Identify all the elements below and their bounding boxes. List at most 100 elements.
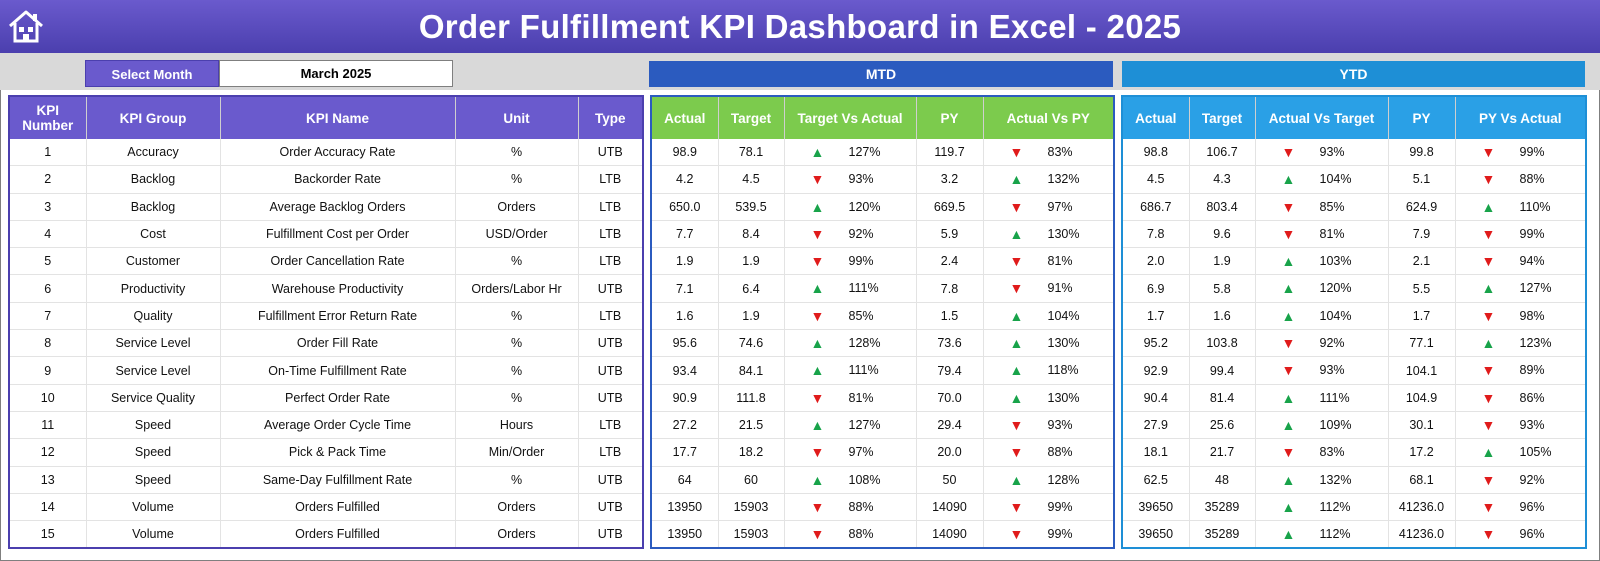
triangle-down-icon: ▼ [1481,416,1496,433]
ytd-col-py: PY [1388,96,1456,139]
ytd-target: 103.8 [1189,329,1256,358]
triangle-up-icon: ▲ [1281,253,1296,270]
ytd-target: 5.8 [1189,274,1256,303]
kpi-number: 2 [9,165,87,194]
kpi-unit: % [455,466,579,494]
mtd-section-header: MTD [649,61,1113,87]
mtd-actual: 13950 [651,520,719,549]
mtd-row: 7.1 6.4 ▲ 111% 7.8 ▼ 91% [651,274,1115,303]
mtd-target-vs-actual: ▲ 111% [784,274,917,303]
triangle-down-icon: ▼ [1009,498,1024,515]
ytd-py: 624.9 [1388,193,1456,221]
kpi-number: 3 [9,193,87,221]
mtd-target: 6.4 [718,274,785,303]
ytd-row: 39650 35289 ▲ 112% 41236.0 ▼ 96% [1122,493,1587,522]
mtd-header-row: Actual Target Target Vs Actual PY Actual Vs … [651,96,1115,139]
ytd-py-vs-actual-value: 110% [1519,199,1551,214]
left-col-type: Type [578,96,644,139]
kpi-unit: % [455,356,579,385]
ytd-py-vs-actual-value: 99% [1519,145,1545,159]
mtd-actual-vs-py: ▼ 83% [983,139,1115,167]
triangle-down-icon: ▼ [1009,253,1024,270]
mtd-actual: 64 [651,466,719,494]
kpi-type: UTB [578,493,644,522]
mtd-row: 90.9 111.8 ▼ 81% 70.0 ▲ 130% [651,384,1115,412]
ytd-py-vs-actual: ▼ 99% [1455,139,1587,167]
ytd-actual: 18.1 [1122,438,1190,467]
mtd-py: 14090 [916,520,984,549]
mtd-actual-vs-py-value: 88% [1047,445,1073,460]
triangle-up-icon: ▲ [1481,335,1496,352]
triangle-up-icon: ▲ [1009,307,1024,324]
ytd-py-vs-actual-value: 99% [1519,226,1545,241]
mtd-py: 14090 [916,493,984,522]
kpi-number: 8 [9,329,87,358]
triangle-up-icon: ▲ [810,471,825,488]
mtd-target-vs-actual-value: 92% [848,226,874,241]
mtd-actual: 27.2 [651,411,719,440]
kpi-number: 9 [9,356,87,385]
mtd-actual: 95.6 [651,329,719,358]
ytd-col-actual-vs-target: Actual Vs Target [1255,96,1389,139]
kpi-type: UTB [578,384,644,412]
ytd-py: 41236.0 [1388,493,1456,522]
ytd-py-vs-actual: ▼ 86% [1455,384,1587,412]
triangle-down-icon: ▼ [1481,144,1496,160]
kpi-name: Perfect Order Rate [220,384,456,412]
triangle-down-icon: ▼ [810,307,825,324]
ytd-actual: 27.9 [1122,411,1190,440]
kpi-group: Customer [86,247,221,276]
ytd-row: 18.1 21.7 ▼ 83% 17.2 ▲ 105% [1122,438,1587,467]
kpi-unit: USD/Order [455,220,579,249]
mtd-actual: 4.2 [651,165,719,194]
ytd-py-vs-actual: ▲ 127% [1455,274,1587,303]
ytd-actual-vs-target-value: 132% [1319,472,1352,487]
triangle-down-icon: ▼ [1481,253,1496,270]
ytd-py: 41236.0 [1388,520,1456,549]
ytd-py: 1.7 [1388,302,1456,331]
triangle-down-icon: ▼ [1009,144,1024,160]
mtd-target-vs-actual: ▼ 88% [784,520,917,549]
kpi-name: Average Order Cycle Time [220,411,456,440]
triangle-down-icon: ▼ [810,444,825,461]
mtd-actual: 1.6 [651,302,719,331]
ytd-actual-vs-target: ▲ 120% [1255,274,1389,303]
kpi-unit: Orders [455,193,579,221]
ytd-py-vs-actual-value: 89% [1519,363,1545,378]
kpi-unit: Orders [455,493,579,522]
triangle-down-icon: ▼ [1281,144,1296,160]
kpi-type: UTB [578,274,644,303]
kpi-name: On-Time Fulfillment Rate [220,356,456,385]
triangle-down-icon: ▼ [1481,389,1496,406]
triangle-up-icon: ▲ [1009,335,1024,352]
kpi-type: LTB [578,165,644,194]
mtd-py: 29.4 [916,411,984,440]
mtd-actual-vs-py-value: 132% [1047,172,1080,187]
mtd-actual-vs-py-value: 99% [1047,499,1073,514]
kpi-name: Fulfillment Cost per Order [220,220,456,249]
ytd-py-vs-actual-value: 123% [1519,336,1552,351]
ytd-py-vs-actual-value: 105% [1519,445,1552,460]
kpi-number: 6 [9,274,87,303]
kpi-group: Service Level [86,356,221,385]
ytd-row: 95.2 103.8 ▼ 92% 77.1 ▲ 123% [1122,329,1587,358]
ytd-actual-vs-target-value: 83% [1319,445,1345,460]
kpi-type: UTB [578,329,644,358]
kpi-type: LTB [578,247,644,276]
triangle-down-icon: ▼ [1481,498,1496,515]
ytd-actual: 39650 [1122,520,1190,549]
triangle-down-icon: ▼ [1281,444,1296,461]
left-col-kpi-number: KPI Number [9,96,87,139]
month-dropdown[interactable]: March 2025 [219,60,453,87]
ytd-actual: 7.8 [1122,220,1190,249]
mtd-actual-vs-py: ▼ 91% [983,274,1115,303]
mtd-actual-vs-py: ▼ 88% [983,438,1115,467]
mtd-row: 93.4 84.1 ▲ 111% 79.4 ▲ 118% [651,356,1115,385]
triangle-down-icon: ▼ [810,498,825,515]
ytd-py: 5.5 [1388,274,1456,303]
mtd-actual-vs-py-value: 91% [1047,281,1073,296]
mtd-py: 2.4 [916,247,984,276]
ytd-target: 99.4 [1189,356,1256,385]
home-icon[interactable] [8,9,44,43]
ytd-py-vs-actual-value: 94% [1519,254,1545,269]
